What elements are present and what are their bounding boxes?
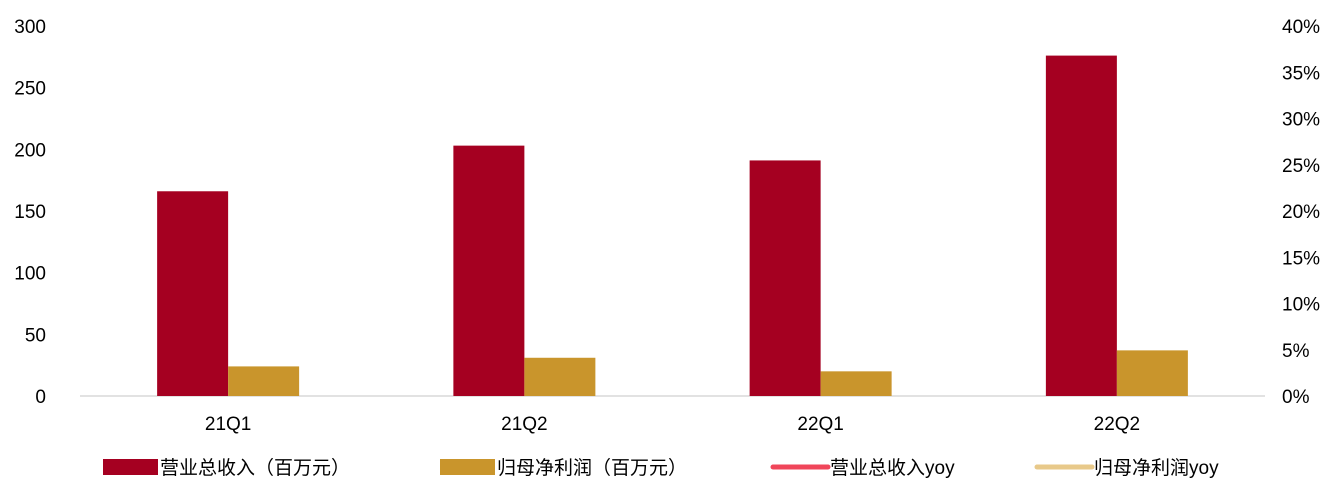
bar-21Q2-series-2 bbox=[524, 357, 596, 396]
bar-22Q2-series-2 bbox=[1116, 350, 1188, 396]
right-tick-label: 5% bbox=[1282, 341, 1310, 362]
legend-label: 归母净利润（百万元） bbox=[497, 457, 687, 479]
right-tick-label: 20% bbox=[1282, 202, 1320, 223]
x-tick-label: 22Q1 bbox=[797, 414, 843, 435]
x-tick-label: 21Q2 bbox=[501, 414, 547, 435]
right-tick-label: 10% bbox=[1282, 295, 1320, 316]
legend-swatch-bar bbox=[103, 459, 158, 475]
bar-21Q1-series-1 bbox=[157, 191, 229, 396]
right-tick-label: 0% bbox=[1282, 387, 1310, 408]
x-tick-label: 22Q2 bbox=[1094, 414, 1140, 435]
left-tick-label: 300 bbox=[14, 17, 46, 38]
legend-label: 归母净利润yoy bbox=[1094, 457, 1219, 479]
x-axis-labels: 21Q1 21Q2 22Q1 22Q2 bbox=[205, 414, 1140, 435]
left-tick-label: 50 bbox=[25, 325, 46, 346]
left-tick-label: 100 bbox=[14, 264, 46, 285]
left-tick-label: 250 bbox=[14, 79, 46, 100]
bar-22Q1-series-2 bbox=[820, 371, 892, 396]
left-y-axis: 0 50 100 150 200 250 300 bbox=[14, 17, 46, 408]
left-tick-label: 200 bbox=[14, 140, 46, 161]
right-tick-label: 35% bbox=[1282, 63, 1320, 84]
bars bbox=[157, 55, 1188, 396]
x-tick-label: 21Q1 bbox=[205, 414, 251, 435]
right-tick-label: 15% bbox=[1282, 248, 1320, 269]
right-tick-label: 40% bbox=[1282, 17, 1320, 38]
legend-swatch-bar bbox=[440, 459, 495, 475]
right-tick-label: 30% bbox=[1282, 110, 1320, 131]
bar-22Q1-series-1 bbox=[749, 160, 821, 396]
legend-label: 营业总收入yoy bbox=[830, 457, 955, 479]
right-tick-label: 25% bbox=[1282, 156, 1320, 177]
left-tick-label: 150 bbox=[14, 202, 46, 223]
legend-label: 营业总收入（百万元） bbox=[160, 457, 350, 479]
bar-22Q2-series-1 bbox=[1045, 55, 1117, 396]
legend: 营业总收入（百万元） 归母净利润（百万元） 营业总收入yoy 归母净利润yoy bbox=[103, 457, 1219, 479]
right-y-axis: 0% 5% 10% 15% 20% 25% 30% 35% 40% bbox=[1282, 17, 1320, 408]
bar-21Q2-series-1 bbox=[453, 145, 525, 396]
left-tick-label: 0 bbox=[35, 387, 46, 408]
bar-21Q1-series-2 bbox=[228, 366, 300, 396]
